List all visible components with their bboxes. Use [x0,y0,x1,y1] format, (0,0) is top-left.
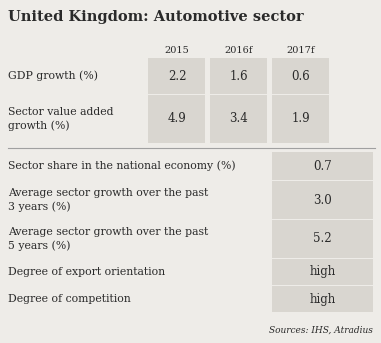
Bar [272,259,373,285]
Text: high: high [309,265,336,279]
Bar [272,152,373,180]
Bar [210,58,267,94]
Bar [272,58,329,94]
Text: 2017f: 2017f [287,46,315,55]
Bar [148,95,205,143]
Text: Sources: IHS, Atradius: Sources: IHS, Atradius [269,326,373,335]
Bar [272,181,373,219]
Bar [272,220,373,258]
Text: Average sector growth over the past
5 years (%): Average sector growth over the past 5 ye… [8,227,208,251]
Bar [272,95,329,143]
Text: Sector share in the national economy (%): Sector share in the national economy (%) [8,161,235,171]
Text: 2.2: 2.2 [168,70,186,83]
Text: Sector value added
growth (%): Sector value added growth (%) [8,107,114,131]
Text: 1.6: 1.6 [230,70,248,83]
Text: Degree of competition: Degree of competition [8,294,131,304]
Text: high: high [309,293,336,306]
Text: Average sector growth over the past
3 years (%): Average sector growth over the past 3 ye… [8,188,208,212]
Bar [272,286,373,312]
Text: 2016f: 2016f [225,46,253,55]
Text: 1.9: 1.9 [292,113,310,126]
Text: 3.0: 3.0 [313,193,332,206]
Text: 0.6: 0.6 [291,70,311,83]
Text: 5.2: 5.2 [313,233,332,246]
Text: United Kingdom: Automotive sector: United Kingdom: Automotive sector [8,10,304,24]
Text: 4.9: 4.9 [168,113,186,126]
Text: Degree of export orientation: Degree of export orientation [8,267,165,277]
Bar [210,95,267,143]
Text: 0.7: 0.7 [313,159,332,173]
Text: 2015: 2015 [165,46,189,55]
Text: GDP growth (%): GDP growth (%) [8,71,98,81]
Text: 3.4: 3.4 [230,113,248,126]
Bar [148,58,205,94]
